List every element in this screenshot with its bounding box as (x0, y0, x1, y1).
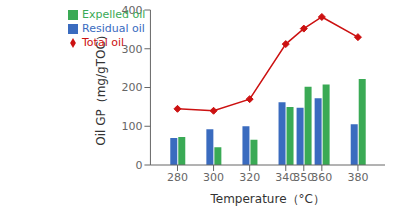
svg-text:300: 300 (121, 43, 142, 56)
svg-text:400: 400 (121, 4, 142, 17)
svg-text:320: 320 (239, 171, 260, 184)
svg-text:360: 360 (311, 171, 332, 184)
svg-text:300: 300 (203, 171, 224, 184)
svg-text:100: 100 (121, 120, 142, 133)
svg-text:280: 280 (167, 171, 188, 184)
svg-text:Temperature（°C）: Temperature（°C） (210, 192, 325, 206)
svg-text:200: 200 (121, 81, 142, 94)
svg-text:380: 380 (347, 171, 368, 184)
svg-text:Oil GP（mg/gTOC）: Oil GP（mg/gTOC） (94, 29, 108, 146)
svg-text:0: 0 (135, 159, 142, 172)
